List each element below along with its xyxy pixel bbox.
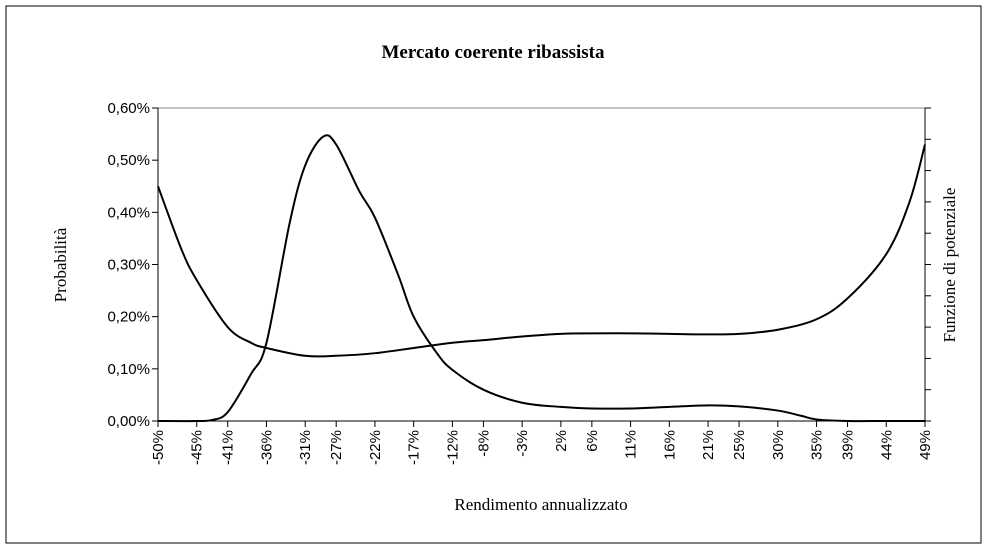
x-tick-label: -3%: [514, 430, 531, 457]
line: [157, 134, 925, 423]
x-axis-title: Rendimento annualizzato: [454, 495, 627, 514]
x-tick-label: 21%: [700, 430, 717, 460]
y-tick-label: 0,30%: [107, 257, 150, 274]
y-tick-label: 0,50%: [107, 152, 150, 169]
x-tick-label: 25%: [731, 430, 748, 460]
y-tick-label: 0,20%: [107, 309, 150, 326]
y-tick-label: 0,10%: [107, 361, 150, 378]
chart-frame: [5, 5, 982, 544]
line: [157, 144, 926, 358]
x-tick-label: 39%: [840, 430, 857, 460]
x-tick-label: -27%: [328, 430, 345, 465]
x-tick-label: 35%: [809, 430, 826, 460]
x-tick-label: -17%: [406, 430, 423, 465]
chart-title: Mercato coerente ribassista: [382, 42, 605, 63]
x-tick-label: 49%: [917, 430, 934, 460]
x-tick-label: 30%: [770, 430, 787, 460]
x-tick-label: -45%: [189, 430, 206, 465]
y-tick-label: 0,00%: [107, 413, 150, 430]
x-tick-label: 16%: [661, 430, 678, 460]
x-tick-label: 11%: [623, 430, 640, 459]
x-tick-label: 44%: [878, 430, 895, 460]
y-tick-label: 0,60%: [107, 100, 150, 117]
x-tick-label: 2%: [553, 430, 570, 452]
x-tick-label: -31%: [297, 430, 314, 465]
x-tick-label: -8%: [475, 430, 492, 457]
y2-axis-title: Funzione di potenziale: [940, 188, 959, 343]
x-tick-label: -36%: [258, 430, 275, 465]
x-tick-label: -12%: [444, 430, 461, 465]
x-tick-label: -41%: [220, 430, 237, 465]
x-tick-label: 6%: [584, 430, 601, 452]
x-tick-label: -50%: [150, 430, 167, 465]
y-axis-title: Probabilità: [51, 227, 70, 302]
y-tick-label: 0,40%: [107, 204, 150, 221]
x-tick-label: -22%: [367, 430, 384, 465]
